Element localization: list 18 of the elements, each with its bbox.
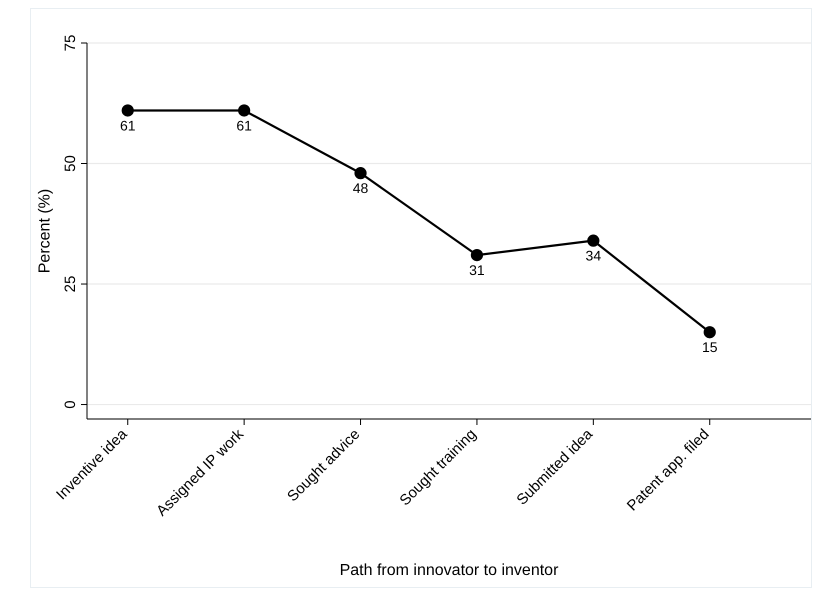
y-tick-label: 50 [62,155,79,172]
data-label: 31 [469,262,485,278]
data-label: 34 [586,248,602,264]
point [238,104,250,117]
point [704,326,716,338]
y-axis-title: Percent (%) [36,188,54,274]
data-label: 48 [352,180,369,196]
y-tick-label: 75 [62,34,79,52]
data-label: 61 [120,117,136,134]
point [470,249,484,262]
data-label: 15 [702,339,718,356]
point [587,234,600,247]
y-tick-label: 25 [62,276,79,292]
point [122,104,134,117]
point [354,167,367,180]
data-label: 61 [236,117,252,134]
y-tick-label: 0 [62,400,79,409]
x-axis-title: Path from innovator to inventor [340,562,560,579]
